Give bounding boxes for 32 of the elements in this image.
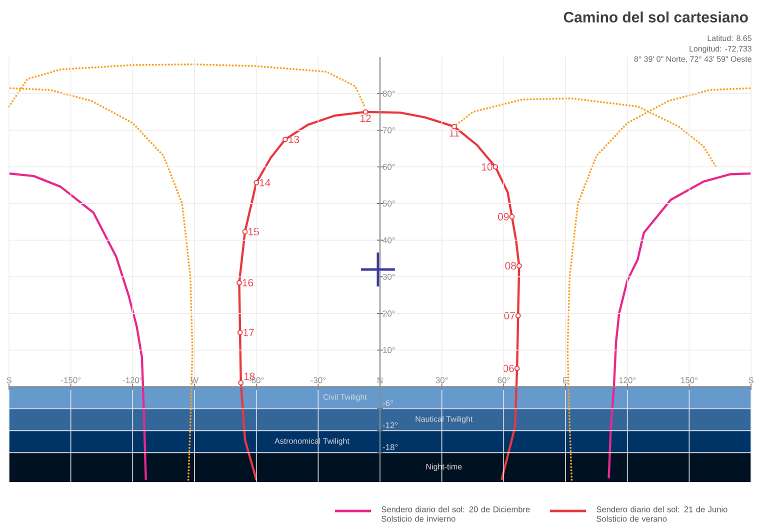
y-tick-label: -18°: [382, 444, 398, 450]
y-tick-label: 10°: [383, 347, 395, 354]
y-tick-label: -12°: [382, 422, 398, 428]
y-tick-label: 20°: [382, 310, 395, 316]
x-tick-label: 120°: [619, 377, 636, 384]
x-tick-label: W: [190, 377, 198, 384]
y-tick-label: 40°: [382, 237, 395, 244]
legend-label: Sendero diario del sol: 21 de Junio Solsticio de verano: [596, 506, 728, 522]
x-tick-label: 60°: [498, 377, 510, 384]
x-tick-label: S: [748, 377, 754, 384]
annotation: 17: [244, 328, 254, 336]
x-tick-label: -150°: [61, 377, 80, 384]
chart-title: Camino del sol cartesiano: [564, 12, 748, 22]
x-tick-label: E: [563, 377, 568, 384]
annotation: 10: [482, 163, 492, 171]
y-tick-label: 70°: [382, 127, 395, 134]
x-tick-label: 150°: [681, 377, 698, 384]
x-tick-label: -30°: [310, 377, 326, 384]
legend-label: Sendero diario del sol: 20 de Diciembre Solsticio de invierno: [382, 506, 530, 522]
y-tick-label: 30°: [382, 274, 395, 280]
x-tick-label: S: [6, 377, 12, 384]
y-tick-label: 50°: [382, 200, 395, 207]
y-tick-label: 80°: [382, 90, 395, 97]
annotation: 14: [260, 179, 270, 186]
annotation: 12: [360, 114, 371, 122]
annotation: 09: [498, 213, 509, 220]
y-tick-label: -6°: [382, 400, 393, 406]
x-tick-label: 30°: [436, 377, 448, 384]
annotation: 13: [288, 136, 300, 144]
annotation: 16: [242, 278, 254, 286]
annotation: 08: [505, 262, 516, 270]
y-tick-label: 60°: [382, 164, 395, 170]
